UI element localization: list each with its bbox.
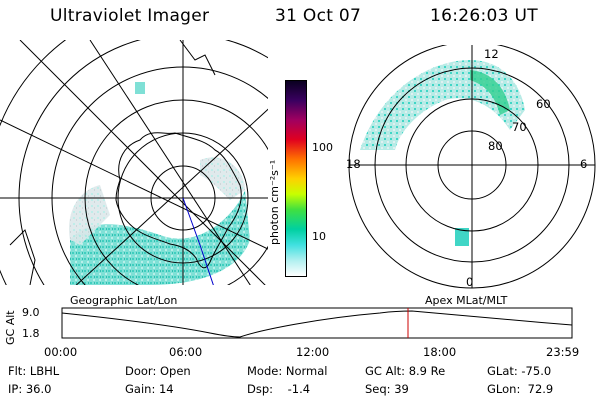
apex-aurora-spot — [455, 228, 469, 246]
land-outline — [9, 229, 36, 285]
status-gc-alt: GC Alt: 8.9 Re — [365, 364, 446, 378]
satellite-ground-track — [182, 197, 214, 285]
antarctica-coastline — [115, 132, 242, 269]
land-outline-top — [179, 40, 216, 76]
aurora-faint-region — [69, 185, 110, 245]
mlt-label-0: 0 — [466, 275, 474, 289]
orbit-altitude-plot — [61, 307, 573, 339]
time-tick-1800: 18:00 — [423, 345, 457, 359]
altitude-curve — [61, 310, 573, 338]
lat-label-60: 60 — [536, 97, 551, 111]
instrument-title: Ultraviolet Imager — [50, 6, 210, 26]
status-seq: Seq: 39 — [365, 382, 409, 396]
geographic-label: Geographic Lat/Lon — [70, 294, 178, 307]
status-flt: Flt: LBHL — [8, 364, 60, 378]
mlt-label-12: 12 — [484, 47, 499, 61]
geographic-map — [0, 40, 268, 285]
lat-label-80: 80 — [488, 139, 503, 153]
date-label: 31 Oct 07 — [275, 6, 362, 26]
mlt-label-6: 6 — [580, 157, 588, 171]
status-dsp: Dsp: -1.4 — [247, 382, 311, 396]
colorbar-tick-10: 10 — [312, 230, 326, 243]
alt-tick-high: 9.0 — [22, 306, 40, 319]
alt-tick-low: 1.8 — [22, 327, 40, 340]
time-tick-2359: 23:59 — [546, 345, 580, 359]
aurora-spot — [135, 82, 145, 94]
status-glon: GLon: 72.9 — [487, 382, 554, 396]
time-tick-1200: 12:00 — [296, 345, 330, 359]
time-tick-0000: 00:00 — [44, 345, 78, 359]
apex-polar-plot — [348, 45, 596, 289]
time-tick-0600: 06:00 — [169, 345, 203, 359]
status-door: Door: Open — [125, 364, 191, 378]
status-gain: Gain: 14 — [125, 382, 174, 396]
lat-label-70: 70 — [512, 120, 527, 134]
apex-label: Apex MLat/MLT — [425, 294, 508, 307]
apex-aurora-bright — [470, 70, 510, 115]
colorbar-label: photon cm⁻²s⁻¹ — [268, 159, 281, 245]
status-glat: GLat: -75.0 — [487, 364, 552, 378]
aurora-faint-region-upper — [200, 157, 245, 200]
status-ip: IP: 36.0 — [8, 382, 52, 396]
time-label: 16:26:03 UT — [430, 6, 538, 26]
mlt-label-18: 18 — [346, 157, 361, 171]
colorbar — [285, 80, 307, 277]
colorbar-tick-100: 100 — [312, 141, 333, 154]
status-mode: Mode: Normal — [247, 364, 328, 378]
